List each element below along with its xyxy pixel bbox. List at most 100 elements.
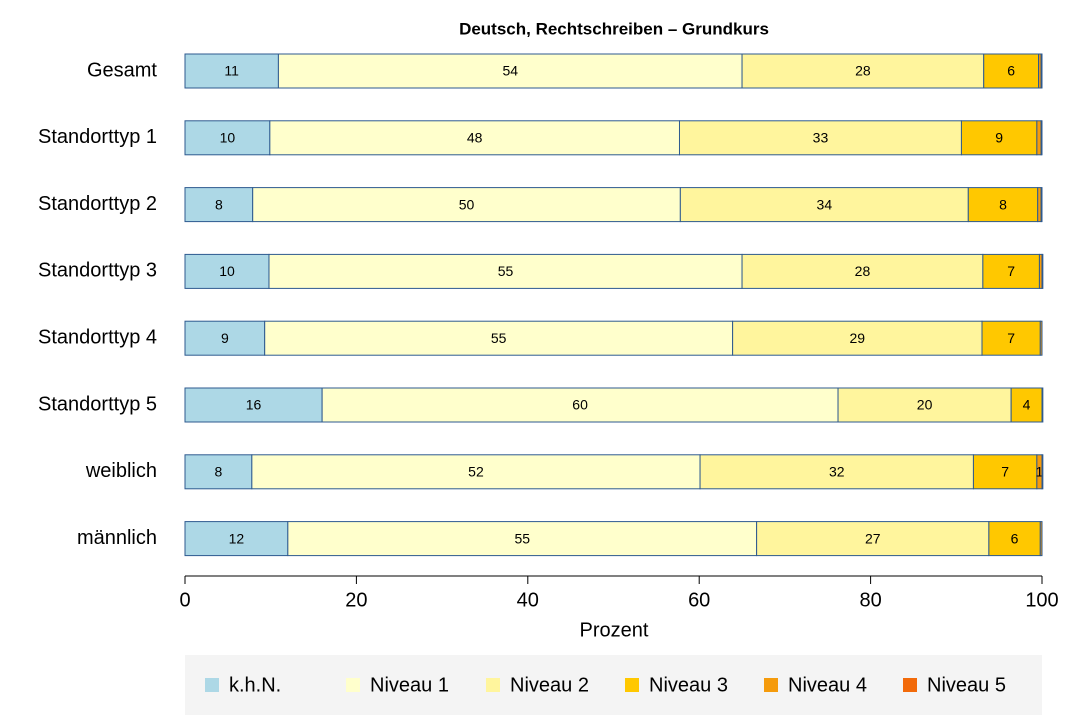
data-label: 6 (1011, 530, 1019, 546)
bar-segment (184, 187, 254, 223)
data-label: 33 (813, 130, 829, 146)
legend-swatch (486, 678, 500, 692)
legend-swatch (205, 678, 219, 692)
bar-segment (264, 320, 734, 356)
legend-swatch (346, 678, 360, 692)
x-tick-label: 40 (517, 589, 539, 611)
x-tick-label: 100 (1025, 589, 1058, 611)
bar-segment (678, 120, 962, 156)
bar-segment (1040, 120, 1043, 156)
legend-box (185, 655, 1042, 715)
bar-segment (184, 521, 289, 557)
data-label: 34 (817, 196, 833, 212)
bar-segment (741, 253, 984, 289)
data-label: 8 (215, 196, 223, 212)
data-label: 28 (855, 63, 871, 79)
category-label: Standorttyp 5 (38, 393, 157, 415)
bar-segment (1039, 320, 1043, 356)
data-label: 28 (855, 263, 871, 279)
legend-swatch (903, 678, 917, 692)
bar-segment (184, 387, 323, 423)
legend-swatch (625, 678, 639, 692)
data-label: 10 (219, 263, 235, 279)
data-label: 9 (995, 130, 1003, 146)
category-label: Standorttyp 3 (38, 260, 157, 282)
x-axis-label: Prozent (580, 619, 649, 641)
bar-segment (277, 53, 743, 89)
bar-segment (1039, 521, 1043, 557)
data-label: 7 (1007, 330, 1015, 346)
data-label: 55 (514, 530, 530, 546)
data-label: 4 (1023, 397, 1031, 413)
bar-segment (321, 387, 839, 423)
legend-swatch (764, 678, 778, 692)
data-label: 48 (467, 130, 483, 146)
data-label: 60 (572, 397, 588, 413)
legend-label: Niveau 4 (788, 674, 867, 696)
data-label: 8 (215, 464, 223, 480)
bar-segment (967, 187, 1039, 223)
bar-segment (1041, 454, 1044, 490)
category-label: Gesamt (87, 59, 157, 81)
bar-segment (741, 53, 985, 89)
category-label: männlich (77, 527, 157, 549)
data-label: 9 (221, 330, 229, 346)
data-label: 12 (229, 530, 245, 546)
bar-segment (983, 53, 1040, 89)
bar-segment (981, 320, 1041, 356)
bar-segment (756, 521, 990, 557)
bar-segment (184, 253, 270, 289)
x-tick-label: 80 (859, 589, 881, 611)
bar-segment (837, 387, 1012, 423)
data-label: 55 (491, 330, 507, 346)
bar-segment (287, 521, 758, 557)
bar-segment (1041, 387, 1044, 423)
bar-segment (184, 320, 266, 356)
bar-segment (679, 187, 969, 223)
bar-segment (1010, 387, 1043, 423)
data-label: 54 (502, 63, 518, 79)
data-label: 55 (498, 263, 514, 279)
bar-segment (252, 187, 681, 223)
data-label: 7 (1001, 464, 1009, 480)
data-label: 6 (1007, 63, 1015, 79)
bar-segment (1036, 120, 1042, 156)
bar-segment (1040, 53, 1043, 89)
data-label: 11 (224, 63, 239, 79)
legend-label: k.h.N. (229, 674, 281, 696)
data-label: 20 (917, 397, 933, 413)
data-label: 8 (999, 196, 1007, 212)
bar-segment (1041, 253, 1044, 289)
legend-label: Niveau 5 (927, 674, 1006, 696)
bar-segment (251, 454, 701, 490)
bar-segment (960, 120, 1038, 156)
bar-segment (1040, 187, 1043, 223)
category-label: Standorttyp 1 (38, 126, 157, 148)
category-label: Standorttyp 4 (38, 326, 157, 348)
data-label: 16 (246, 397, 262, 413)
data-label: 1 (1036, 464, 1044, 480)
data-label: 32 (829, 464, 845, 480)
x-tick-label: 20 (345, 589, 367, 611)
data-label: 50 (459, 196, 475, 212)
data-label: 52 (468, 464, 484, 480)
data-label: 29 (850, 330, 866, 346)
bar-segment (269, 120, 680, 156)
data-label: 7 (1007, 263, 1015, 279)
chart-title: Deutsch, Rechtschreiben – Grundkurs (459, 19, 769, 38)
data-label: 27 (865, 530, 881, 546)
legend-label: Niveau 2 (510, 674, 589, 696)
category-label: weiblich (85, 460, 157, 482)
x-tick-label: 60 (688, 589, 710, 611)
bar-segment (982, 253, 1040, 289)
category-label: Standorttyp 2 (38, 193, 157, 215)
x-tick-label: 0 (179, 589, 190, 611)
bar-segment (699, 454, 974, 490)
data-label: 10 (220, 130, 236, 146)
legend-label: Niveau 3 (649, 674, 728, 696)
bar-segment (268, 253, 743, 289)
legend-label: Niveau 1 (370, 674, 449, 696)
bar-segment (1037, 187, 1042, 223)
bar-segment (184, 454, 253, 490)
